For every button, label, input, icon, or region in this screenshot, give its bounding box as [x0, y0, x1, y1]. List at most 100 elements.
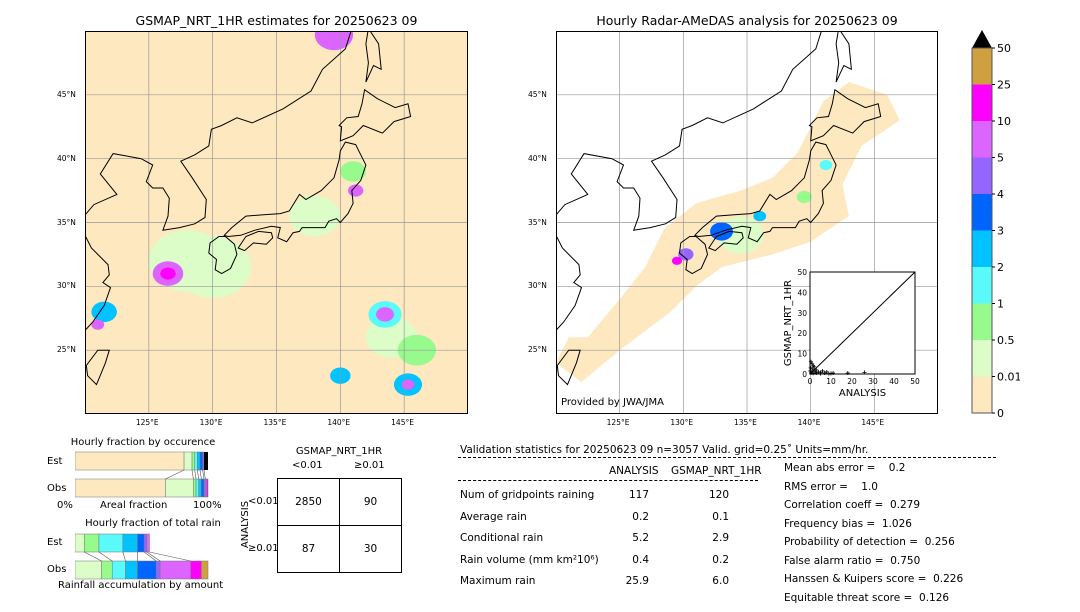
score: Mean abs error = 0.2	[784, 462, 906, 474]
stat-label: Average rain	[460, 510, 527, 523]
rain-area	[401, 379, 415, 390]
colorbar-label: 0	[997, 407, 1004, 420]
colorbar-segment	[972, 376, 992, 413]
colorbar-extend-arrow	[972, 30, 992, 48]
left-map-title: GSMAP_NRT_1HR estimates for 20250623 09	[135, 13, 418, 28]
score: RMS error = 1.0	[784, 480, 878, 493]
total-rain-title: Hourly fraction of total rain	[85, 518, 221, 529]
lon-tick: 135°E	[263, 418, 287, 427]
occurrence-est-label: Est	[47, 456, 63, 467]
stat-g: 2.9	[712, 532, 729, 544]
bar-segment	[206, 478, 209, 498]
bar-segment	[199, 451, 203, 471]
colorbar: 0 0.01 0.5 1 2 3 4 5 10 25 50	[971, 30, 1020, 420]
col-gsmap: GSMAP_NRT_1HR	[671, 465, 762, 477]
contingency-row-1: ≥0.01	[248, 543, 279, 554]
connector	[191, 469, 194, 480]
bar-segment	[190, 560, 202, 580]
total-rain-xlabel: Rainfall accumulation by amount	[58, 580, 224, 591]
rain-area	[91, 301, 117, 323]
scatter-point	[814, 367, 819, 372]
right-map-title: Hourly Radar-AMeDAS analysis for 2025062…	[596, 13, 898, 28]
x-tick: 40	[889, 377, 899, 386]
score: Correlation coeff = 0.279	[784, 499, 920, 511]
coastline-hokkaido	[808, 88, 882, 142]
lat-tick: 45°N	[57, 89, 76, 99]
one-to-one-line	[809, 271, 916, 375]
score: Frequency bias = 1.026	[784, 517, 912, 530]
bar-segment	[75, 533, 85, 553]
coastline-mainland	[85, 31, 352, 332]
coastline-mainland	[556, 31, 822, 332]
lat-tick: 25°N	[57, 345, 76, 355]
scatter-point	[831, 370, 836, 375]
scatter-point	[824, 369, 829, 374]
scatter-point	[811, 371, 816, 376]
score: Hanssen & Kuipers score = 0.226	[784, 573, 964, 585]
scatter-point	[809, 359, 814, 364]
occurrence-bars	[75, 451, 209, 498]
lat-tick: 40°N	[528, 153, 547, 163]
occurrence-right: 100%	[193, 500, 222, 511]
right-map	[556, 31, 938, 414]
colorbar-segment	[972, 48, 992, 85]
bar-segment	[183, 451, 193, 471]
colorbar-label: 50	[997, 42, 1011, 55]
stat-label: Maximum rain	[460, 575, 536, 587]
colorbar-label: 1	[997, 298, 1004, 311]
coastline-sakhalin	[365, 31, 382, 83]
rain-area	[91, 319, 105, 330]
bar-segment	[201, 560, 209, 580]
lon-tick: 145°E	[391, 418, 414, 427]
bar-segment	[191, 451, 195, 471]
contingency-row-title: ANALYSIS	[240, 500, 252, 549]
connector	[202, 469, 205, 480]
colorbar-segment	[972, 84, 992, 121]
bar-segment	[195, 478, 199, 498]
stat-a: 5.2	[632, 532, 649, 544]
divider	[458, 457, 996, 458]
coastline-taiwan	[85, 349, 110, 386]
bar-segment	[143, 533, 148, 553]
total-rain-bars	[75, 533, 209, 580]
bar-segment	[201, 478, 205, 498]
scatter-point	[822, 370, 827, 375]
connector	[199, 469, 202, 480]
y-tick: 0	[802, 370, 807, 379]
contingency-row-0: <0.01	[248, 496, 279, 507]
bar-segment	[84, 533, 100, 553]
contingency-col-0: <0.01	[292, 460, 323, 471]
lat-tick: 40°N	[57, 153, 76, 163]
bar-segment	[204, 452, 208, 470]
stat-g: 120	[708, 489, 729, 501]
bar-segment	[159, 560, 191, 580]
connector	[165, 469, 185, 480]
scatter-point	[862, 370, 867, 375]
lat-tick: 25°N	[528, 345, 547, 355]
coastline-kyushu	[678, 236, 709, 275]
coastline-shikoku	[708, 230, 744, 252]
occurrence-title: Hourly fraction by occurence	[70, 437, 216, 448]
x-tick: 0	[808, 377, 813, 386]
x-tick: 20	[847, 377, 857, 386]
rain-area	[340, 161, 366, 182]
lon-tick: 140°E	[797, 418, 821, 427]
scatter-point	[816, 369, 821, 374]
stat-a: 25.9	[625, 575, 649, 587]
stat-label: Rain volume (mm km²10⁶)	[460, 553, 599, 566]
scatter-xlabel: ANALYSIS	[839, 388, 886, 399]
y-tick: 20	[797, 329, 807, 338]
stat-label: Num of gridpoints raining	[460, 489, 595, 501]
connector	[149, 551, 191, 562]
y-tick: 30	[797, 309, 807, 318]
lon-tick: 140°E	[327, 418, 351, 427]
y-tick: 40	[797, 288, 807, 297]
total-rain-obs-label: Obs	[47, 564, 67, 575]
connector	[98, 551, 113, 562]
x-tick: 30	[868, 377, 878, 386]
cell-hit-none: 2850	[277, 478, 340, 526]
bar-segment	[194, 451, 198, 471]
bar-segment	[75, 478, 166, 498]
connector	[84, 551, 102, 562]
rain-area	[796, 190, 812, 204]
